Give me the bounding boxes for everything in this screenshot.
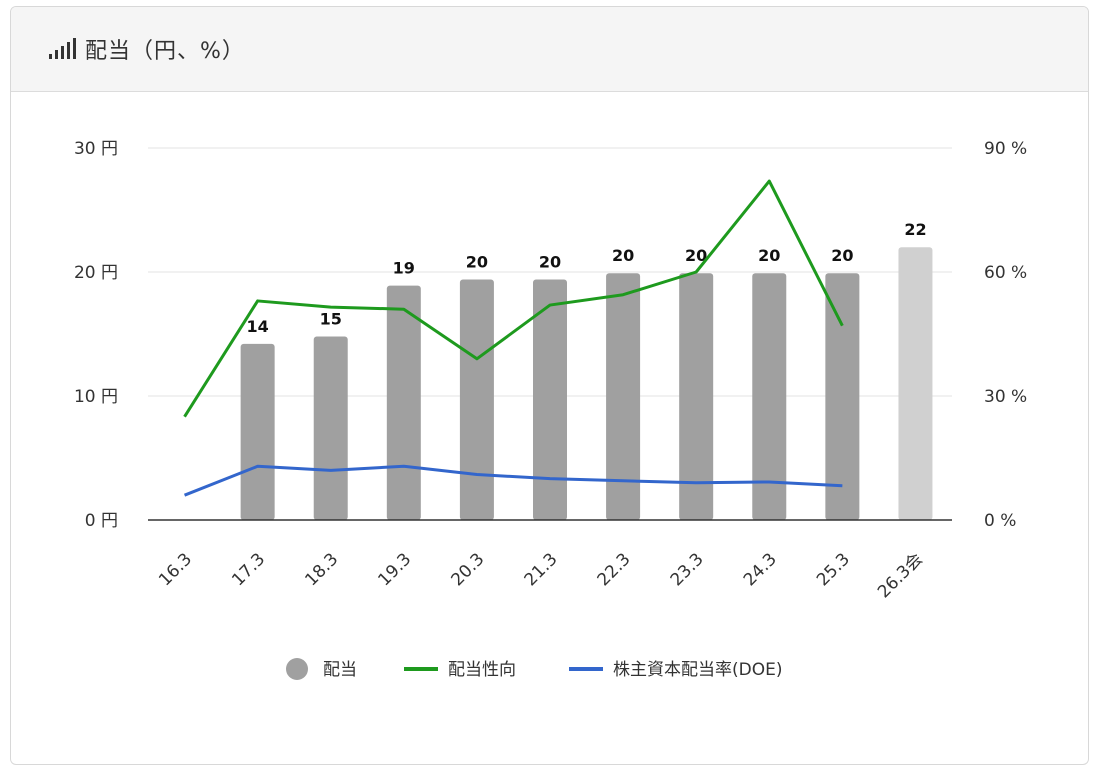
x-tick-label: 24.3	[740, 549, 781, 590]
bar-value-label: 14	[247, 317, 269, 336]
y-right-tick-label: 60 %	[984, 263, 1027, 283]
dividend-bar	[313, 336, 348, 520]
card-header: 配当（円、%）	[11, 7, 1088, 92]
bar-value-label: 20	[539, 252, 561, 271]
doe-line	[183, 464, 843, 497]
bar-value-label: 20	[831, 246, 853, 265]
card-title: 配当（円、%）	[85, 39, 245, 64]
dividend-bar	[533, 279, 567, 520]
dividend-bar	[386, 285, 421, 520]
x-tick-label: 23.3	[667, 549, 708, 590]
bar-value-label: 20	[758, 246, 780, 265]
y-right-tick-label: 0 %	[984, 511, 1016, 531]
bar-value-label: 20	[685, 246, 707, 265]
y-left-tick-label: 30 円	[74, 139, 118, 159]
dividend-bar	[459, 279, 494, 520]
x-tick-label: 19.3	[374, 549, 415, 590]
x-tick-label: 21.3	[521, 549, 562, 590]
x-tick-label: 20.3	[448, 549, 489, 590]
y-right-tick-label: 90 %	[984, 139, 1027, 159]
y-left-tick-label: 10 円	[74, 387, 118, 407]
bar-value-label: 20	[612, 246, 634, 265]
bar-value-label: 20	[466, 252, 488, 271]
legend-dividend-label: 配当	[323, 660, 357, 680]
x-tick-label: 25.3	[813, 549, 854, 590]
x-tick-label: 18.3	[301, 549, 342, 590]
dividend-bar	[752, 273, 787, 520]
bar-value-label: 15	[320, 309, 342, 328]
dividend-bar	[898, 247, 933, 520]
dividend-bar	[606, 273, 641, 520]
payout-ratio-line	[183, 179, 844, 418]
bar-value-label: 19	[393, 259, 415, 278]
y-left-tick-label: 0 円	[85, 511, 118, 531]
legend-doe-label: 株主資本配当率(DOE)	[613, 660, 782, 680]
y-left-tick-label: 20 円	[74, 263, 118, 283]
legend-payout-label: 配当性向	[448, 660, 516, 680]
dividend-bar	[240, 343, 275, 520]
legend-dividend-marker	[286, 658, 308, 680]
dividend-bar	[825, 273, 860, 520]
dividend-bar	[679, 273, 714, 520]
x-tick-label: 22.3	[594, 549, 635, 590]
y-right-tick-label: 30 %	[984, 387, 1027, 407]
x-tick-label: 26.3会	[874, 549, 927, 602]
bar-value-label: 22	[904, 220, 926, 239]
bar-signal-icon	[49, 38, 76, 59]
x-tick-label: 16.3	[155, 549, 196, 590]
x-tick-label: 17.3	[228, 549, 269, 590]
